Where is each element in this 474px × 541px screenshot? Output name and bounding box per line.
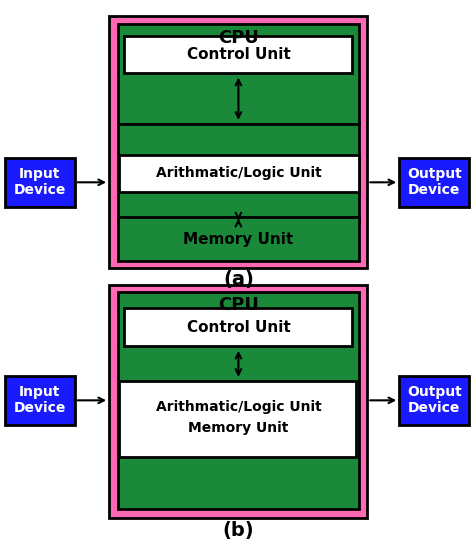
FancyBboxPatch shape xyxy=(118,292,359,509)
Text: CPU: CPU xyxy=(218,296,259,314)
FancyBboxPatch shape xyxy=(124,36,352,73)
Text: Memory Unit: Memory Unit xyxy=(188,421,289,436)
Text: Control Unit: Control Unit xyxy=(187,47,290,62)
Text: Arithmatic/Logic Unit: Arithmatic/Logic Unit xyxy=(155,166,321,180)
FancyBboxPatch shape xyxy=(5,158,75,207)
FancyBboxPatch shape xyxy=(399,158,469,207)
Text: Arithmatic/Logic Unit: Arithmatic/Logic Unit xyxy=(155,400,321,414)
Text: Input
Device: Input Device xyxy=(14,385,66,415)
FancyBboxPatch shape xyxy=(119,381,356,457)
Text: Input
Device: Input Device xyxy=(14,167,66,197)
FancyBboxPatch shape xyxy=(124,308,352,346)
FancyBboxPatch shape xyxy=(109,16,367,268)
FancyBboxPatch shape xyxy=(118,124,359,222)
Text: Control Unit: Control Unit xyxy=(187,320,290,335)
Text: Output
Device: Output Device xyxy=(407,167,462,197)
Text: CPU: CPU xyxy=(218,29,259,47)
FancyBboxPatch shape xyxy=(399,376,469,425)
FancyBboxPatch shape xyxy=(5,376,75,425)
Text: (b): (b) xyxy=(223,520,254,540)
Text: Memory Unit: Memory Unit xyxy=(183,232,293,247)
FancyBboxPatch shape xyxy=(109,285,367,518)
Text: (a): (a) xyxy=(223,269,254,289)
FancyBboxPatch shape xyxy=(118,24,359,124)
FancyBboxPatch shape xyxy=(118,217,359,261)
Text: Output
Device: Output Device xyxy=(407,385,462,415)
FancyBboxPatch shape xyxy=(118,155,359,192)
